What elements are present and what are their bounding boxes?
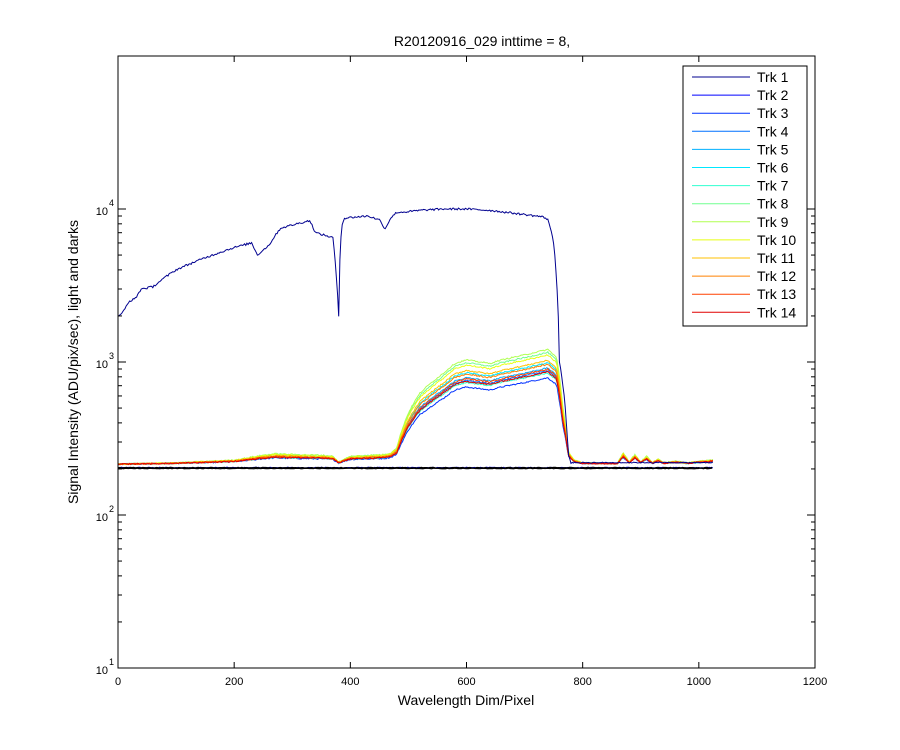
legend-items: Trk 1 Trk 2 Trk 3 Trk 4 Trk 5 Trk 6 Trk 7 Trk 8…: [692, 69, 796, 320]
legend-item: Trk 12: [692, 268, 796, 284]
y-tick-label-base: 10: [96, 665, 108, 677]
x-tick-label: 0: [115, 676, 121, 688]
legend-box: [682, 65, 808, 327]
dark-frame-line: [117, 466, 713, 469]
legend-label: Trk 6: [757, 160, 789, 176]
legend-label: Trk 7: [757, 178, 789, 194]
legend-label: Trk 3: [757, 105, 789, 121]
series-line-trk-14: [117, 371, 714, 466]
y-tick-label-exponent: 1: [109, 657, 114, 667]
legend-label: Trk 10: [757, 232, 796, 248]
y-tick-label-base: 10: [96, 512, 108, 524]
y-tick-label-exponent: 2: [109, 504, 114, 514]
legend: Trk 1 Trk 2 Trk 3 Trk 4 Trk 5 Trk 6 Trk 7 Trk 8…: [682, 65, 808, 327]
legend-label: Trk 14: [757, 304, 796, 320]
legend-label: Trk 12: [757, 268, 796, 284]
legend-item: Trk 2: [692, 87, 789, 103]
x-tick-label: 800: [573, 676, 591, 688]
legend-label: Trk 2: [757, 87, 789, 103]
legend-item: Trk 9: [692, 214, 789, 230]
series-lines: [117, 207, 714, 470]
legend-item: Trk 3: [692, 105, 789, 121]
legend-item: Trk 11: [692, 250, 795, 266]
x-tick-label: 400: [341, 676, 359, 688]
legend-label: Trk 4: [757, 123, 789, 139]
legend-item: Trk 13: [692, 286, 796, 302]
x-tick-label: 1000: [687, 676, 711, 688]
y-tick-label-base: 10: [96, 359, 108, 371]
y-axis-label: Signal Intensity (ADU/pix/sec), light an…: [65, 220, 81, 504]
legend-label: Trk 1: [757, 69, 789, 85]
legend-item: Trk 14: [692, 304, 796, 320]
y-tick-label-exponent: 4: [109, 198, 114, 208]
x-axis-label: Wavelength Dim/Pixel: [398, 692, 534, 708]
x-tick-label: 200: [225, 676, 243, 688]
legend-item: Trk 8: [692, 196, 789, 212]
legend-label: Trk 11: [757, 250, 795, 266]
legend-item: Trk 10: [692, 232, 796, 248]
x-tick-label: 1200: [803, 676, 827, 688]
legend-label: Trk 13: [757, 286, 796, 302]
legend-item: Trk 1: [692, 69, 789, 85]
legend-item: Trk 7: [692, 178, 789, 194]
y-tick-label-base: 10: [96, 206, 108, 218]
legend-item: Trk 5: [692, 141, 789, 157]
legend-label: Trk 8: [757, 196, 789, 212]
y-tick-label-exponent: 3: [109, 351, 114, 361]
legend-item: Trk 6: [692, 160, 789, 176]
legend-item: Trk 4: [692, 123, 789, 139]
chart-title: R20120916_029 inttime = 8,: [394, 33, 570, 49]
legend-label: Trk 5: [757, 141, 789, 157]
series-line-trk-1: [117, 207, 714, 465]
x-tick-label: 600: [457, 676, 475, 688]
legend-label: Trk 9: [757, 214, 789, 230]
